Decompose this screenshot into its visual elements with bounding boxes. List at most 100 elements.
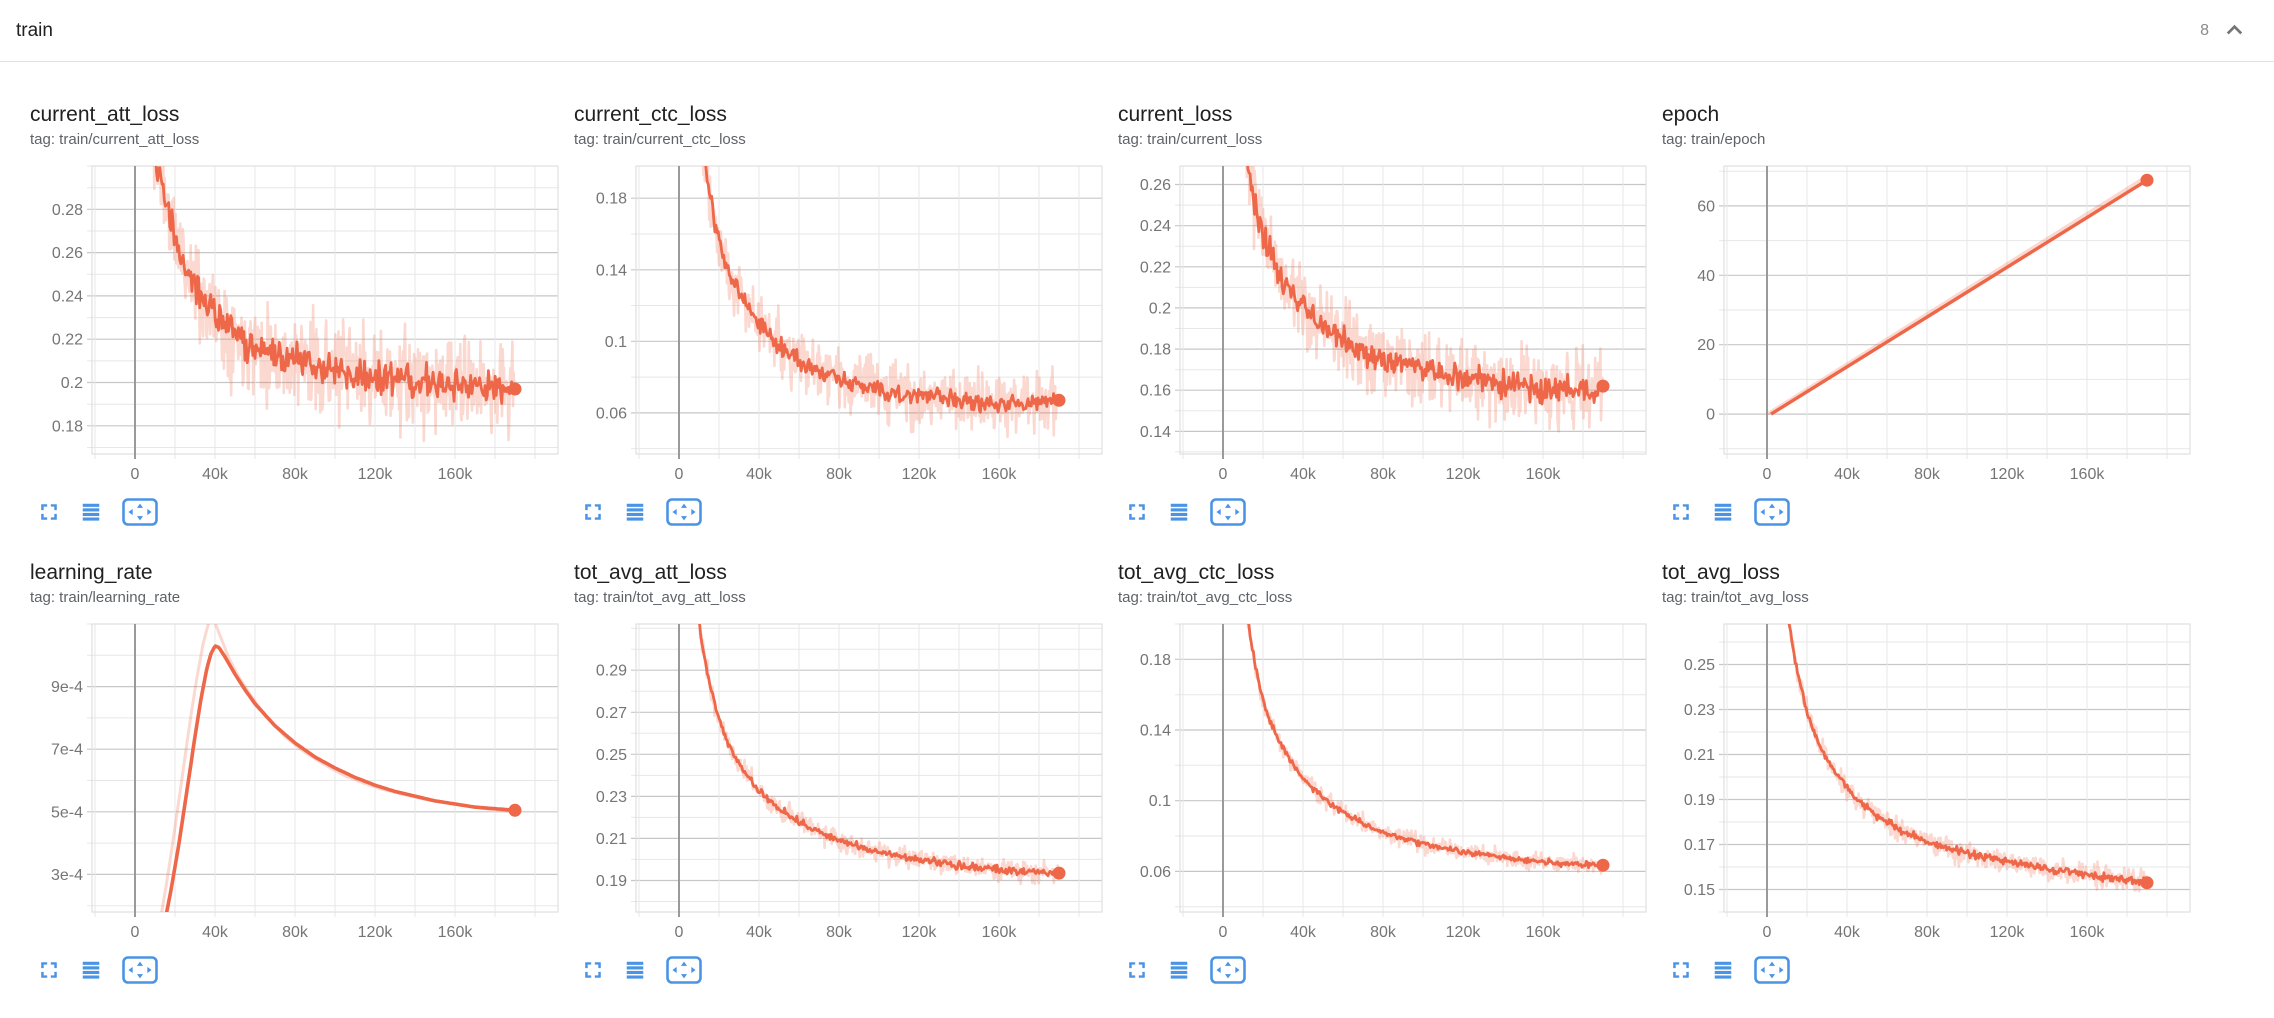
scalar-line-chart[interactable]: 0 20 40 60 0 40k 80k 120k 160k [1662,160,2197,492]
y-tick-label: 0.19 [1684,792,1715,809]
scalar-line-chart[interactable]: 0.06 0.1 0.14 0.18 0 40k 80k 120k 160k [1118,618,1653,950]
fullscreen-icon [585,504,601,520]
chart-title: current_att_loss [30,103,180,126]
expand-card-button[interactable] [1670,959,1692,981]
chart-toolbar [574,954,1109,986]
fit-domain-to-data-button[interactable] [666,498,702,526]
chart-tag: tag: train/tot_avg_att_loss [574,589,746,606]
chart-toolbar [574,496,1109,528]
data-table-toggle-button[interactable] [1168,501,1190,523]
fit-domain-icon [1210,498,1246,526]
data-table-toggle-button[interactable] [1168,959,1190,981]
data-table-toggle-button[interactable] [80,501,102,523]
x-tick-label: 80k [282,466,309,483]
scalar-chart-card: current_loss tag: train/current_loss 0.1… [1118,102,1653,528]
chart-toolbar [30,496,565,528]
section-header-right: 8 [2200,17,2248,44]
data-table-toggle-button[interactable] [624,959,646,981]
x-tick-label: 120k [358,466,394,483]
x-tick-label: 120k [1446,466,1482,483]
x-tick-label: 80k [1370,924,1397,941]
x-tick-label: 0 [1219,924,1228,941]
chart-toolbar [30,954,565,986]
data-table-toggle-button[interactable] [1712,501,1734,523]
section-title: train [16,19,53,41]
fit-domain-to-data-button[interactable] [1754,498,1790,526]
data-table-icon [626,503,644,521]
expand-card-button[interactable] [582,959,604,981]
scalar-line-chart[interactable]: 0.19 0.21 0.23 0.25 0.27 0.29 0 40k 80k 120k 160k [574,618,1109,950]
chart-tag: tag: train/learning_rate [30,589,181,606]
data-table-icon [626,961,644,979]
data-table-toggle-button[interactable] [80,959,102,981]
x-tick-label: 80k [826,924,853,941]
x-tick-label: 0 [675,924,684,941]
y-tick-label: 0.2 [61,375,83,392]
x-tick-label: 40k [1834,924,1861,941]
fit-domain-to-data-button[interactable] [1210,498,1246,526]
x-tick-label: 40k [1290,466,1317,483]
y-tick-label: 0.22 [1140,259,1171,276]
y-tick-label: 3e-4 [51,867,83,884]
fit-domain-to-data-button[interactable] [122,956,158,984]
chevron-up-icon[interactable] [2221,17,2248,44]
expand-card-button[interactable] [1126,501,1148,523]
fit-domain-icon [666,498,702,526]
scalar-chart-card: current_ctc_loss tag: train/current_ctc_… [574,102,1109,528]
y-tick-label: 0.28 [52,202,83,219]
y-tick-label: 0.25 [596,747,627,764]
chart-toolbar [1662,496,2197,528]
y-tick-label: 0.26 [1140,177,1171,194]
y-tick-label: 0.14 [1140,424,1171,441]
x-tick-label: 0 [1219,466,1228,483]
x-tick-label: 80k [826,466,853,483]
y-tick-label: 7e-4 [51,742,83,759]
x-tick-label: 120k [902,466,938,483]
x-tick-label: 120k [358,924,394,941]
scalar-line-chart[interactable]: 0.18 0.2 0.22 0.24 0.26 0.28 0 40k 80k 120k 160k [30,160,565,492]
x-tick-label: 40k [746,466,773,483]
chart-toolbar [1662,954,2197,986]
y-tick-label: 0.29 [596,663,627,680]
expand-card-button[interactable] [582,501,604,523]
fullscreen-icon [1129,962,1145,978]
expand-card-button[interactable] [38,501,60,523]
chart-tag: tag: train/epoch [1662,131,1766,148]
scalar-line-chart[interactable]: 0.06 0.1 0.14 0.18 0 40k 80k 120k 160k [574,160,1109,492]
x-tick-label: 120k [1990,924,2026,941]
fullscreen-icon [1673,962,1689,978]
x-tick-label: 160k [982,924,1018,941]
chart-title: epoch [1662,103,1720,126]
x-tick-label: 0 [131,466,140,483]
x-tick-label: 120k [902,924,938,941]
scalar-line-chart[interactable]: 0.14 0.16 0.18 0.2 0.22 0.24 0.26 0 40k 80k 120k 16… [1118,160,1653,492]
scalar-chart-card: tot_avg_att_loss tag: train/tot_avg_att_… [574,560,1109,986]
y-tick-label: 0.21 [1684,747,1715,764]
y-tick-label: 0.18 [52,418,83,435]
fit-domain-icon [122,956,158,984]
data-table-toggle-button[interactable] [624,501,646,523]
y-tick-label: 20 [1697,337,1715,354]
expand-card-button[interactable] [1670,501,1692,523]
fit-domain-to-data-button[interactable] [122,498,158,526]
chart-toolbar [1118,954,1653,986]
x-tick-label: 120k [1990,466,2026,483]
fit-domain-to-data-button[interactable] [666,956,702,984]
fit-domain-to-data-button[interactable] [1754,956,1790,984]
expand-card-button[interactable] [1126,959,1148,981]
section-header: train 8 [0,0,2274,62]
y-tick-label: 0.27 [596,705,627,722]
x-tick-label: 40k [1834,466,1861,483]
fullscreen-icon [41,504,57,520]
y-tick-label: 0.22 [52,332,83,349]
expand-card-button[interactable] [38,959,60,981]
scalar-line-chart[interactable]: 0.15 0.17 0.19 0.21 0.23 0.25 0 40k 80k 120k 160k [1662,618,2197,950]
chart-title: current_loss [1118,103,1233,126]
scalar-line-chart[interactable]: 3e-4 5e-4 7e-4 9e-4 0 40k 80k 120k 160k [30,618,565,950]
y-tick-label: 0.16 [1140,383,1171,400]
chart-tag: tag: train/current_att_loss [30,131,200,148]
fit-domain-icon [666,956,702,984]
fit-domain-to-data-button[interactable] [1210,956,1246,984]
data-table-toggle-button[interactable] [1712,959,1734,981]
x-tick-label: 160k [438,466,474,483]
